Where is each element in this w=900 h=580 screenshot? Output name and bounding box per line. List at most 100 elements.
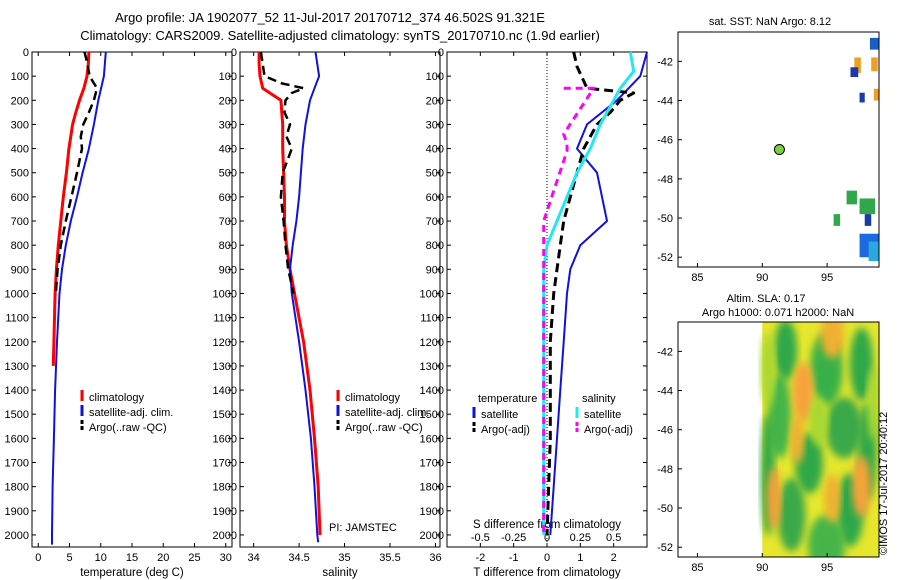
temperature-ytick-label: 1800 (5, 482, 29, 494)
salinity-ytick-label: 1700 (213, 457, 237, 469)
sst-data-cell (854, 57, 861, 74)
sla-anomaly-blob (808, 396, 828, 446)
difference-ytick-label: 1100 (420, 313, 444, 325)
difference-legend-header-salinity: salinity (582, 393, 616, 405)
temperature-ytick-label: 1600 (5, 433, 29, 445)
salinity-ytick-label: 1400 (213, 385, 237, 397)
sst-map-title: sat. SST: NaN Argo: 8.12 (709, 16, 831, 28)
temperature-legend-label: Argo(..raw -QC) (89, 422, 167, 434)
difference-ytick-label: 1000 (420, 288, 444, 300)
temperature-ytick-label: 100 (11, 71, 29, 83)
salinity-xtick-label: 34 (248, 552, 260, 564)
sst-data-cell (859, 92, 865, 103)
temperature-ytick-label: 1000 (5, 288, 29, 300)
temperature-ytick-label: 1900 (5, 506, 29, 518)
sst-data-cell (846, 190, 857, 205)
sst_map-xtick-label: 85 (691, 272, 703, 284)
temperature-xtick-label: 10 (95, 552, 107, 564)
sla-anomaly-blob (807, 514, 846, 557)
salinity-ytick-label: 100 (219, 71, 237, 83)
temperature-ytick-label: 1500 (5, 409, 29, 421)
sla_map-ytick-label: -44 (657, 386, 673, 398)
sla-anomaly-blob (768, 373, 792, 459)
difference-ytick-label: 1700 (420, 457, 444, 469)
temperature-ytick-label: 1100 (5, 313, 29, 325)
temperature-frame (31, 51, 233, 548)
temperature-ytick-label: 200 (11, 95, 29, 107)
salinity-xlabel: salinity (322, 567, 357, 579)
sla-map-title-line-2: Argo h1000: 0.071 h2000: NaN (702, 307, 854, 319)
difference-ytick-label: 1300 (420, 361, 444, 373)
temperature-xtick-label: 30 (220, 552, 232, 564)
temperature-ytick-label: 1300 (5, 361, 29, 373)
sla-anomaly-blob (792, 361, 814, 424)
temperature-xtick-label: 5 (66, 552, 72, 564)
salinity-ytick-label: 300 (219, 119, 237, 131)
temperature-ytick-label: 700 (11, 216, 29, 228)
difference-ytick-label: 200 (426, 95, 444, 107)
difference-ytick-label: 1200 (420, 337, 444, 349)
salinity-series-argo (259, 51, 305, 294)
difference-legend-header-temperature: temperature (478, 393, 537, 405)
sla_map-ytick-label: -52 (657, 542, 673, 554)
salinity-ytick-label: 400 (219, 144, 237, 156)
difference-s-tick-label: -0.25 (501, 532, 526, 544)
difference-xtick-label: 2 (611, 552, 617, 564)
temperature-ytick-label: 400 (11, 144, 29, 156)
sla_map-frame (677, 321, 880, 558)
temperature-ytick-label: 2000 (5, 530, 29, 542)
difference-ytick-label: 700 (426, 216, 444, 228)
sst-data-cell (850, 67, 859, 78)
salinity-ytick-label: 1300 (213, 361, 237, 373)
argo-float-marker (773, 144, 785, 156)
difference-ytick-label: 100 (426, 71, 444, 83)
difference-series-temp_satellite (549, 51, 648, 535)
sst-data-cell (869, 37, 879, 50)
sst_map-ytick-label: -50 (657, 213, 673, 225)
temperature-xtick-label: 20 (157, 552, 169, 564)
difference-ytick-label: 0 (438, 47, 444, 59)
difference-series-sal_satellite (542, 51, 636, 535)
salinity-ytick-label: 600 (219, 192, 237, 204)
salinity-annotation: PI: JAMSTEC (329, 522, 397, 534)
temperature-ytick-label: 1200 (5, 337, 29, 349)
temperature-ytick-label: 0 (23, 47, 29, 59)
sst-data-cell (871, 57, 878, 72)
sla-map-title-line-1: Altim. SLA: 0.17 (727, 293, 806, 305)
salinity-xtick-label: 34.5 (288, 552, 309, 564)
sla-anomaly-blob (761, 332, 776, 406)
sla-anomaly-blob (820, 322, 844, 359)
difference-ytick-label: 900 (426, 264, 444, 276)
sla_map-ytick-label: -46 (657, 425, 673, 437)
salinity-ytick-label: 800 (219, 240, 237, 252)
salinity-ytick-label: 1200 (213, 337, 237, 349)
salinity-xtick-label: 35 (338, 552, 350, 564)
footer-stamp: ©IMOS 17-Jul-2017 20:40:12 (878, 411, 890, 555)
temperature-legend-label: climatology (89, 392, 145, 404)
sla-anomaly-blob (824, 473, 841, 523)
difference-xtick-label: 1 (577, 552, 583, 564)
sst_map-ytick-label: -44 (657, 96, 673, 108)
salinity-series-climatology (257, 52, 322, 535)
sst_map-ytick-label: -52 (657, 252, 673, 264)
temperature-xtick-label: 0 (35, 552, 41, 564)
difference-s-tick-label: 0 (544, 532, 550, 544)
salinity-ytick-label: 2000 (213, 530, 237, 542)
sla_map-xtick-label: 85 (691, 562, 703, 574)
salinity-series-satellite (289, 51, 321, 543)
temperature-series-argo (54, 51, 99, 294)
salinity-ytick-label: 700 (219, 216, 237, 228)
sst_map-xtick-label: 90 (756, 272, 768, 284)
difference-ytick-label: 1400 (420, 385, 444, 397)
difference-ytick-label: 500 (426, 168, 444, 180)
sst_map-frame (677, 31, 880, 268)
temperature-ytick-label: 1700 (5, 457, 29, 469)
salinity-ytick-label: 1900 (213, 506, 237, 518)
salinity-legend-label: climatology (345, 392, 401, 404)
temperature-ytick-label: 500 (11, 168, 29, 180)
salinity-frame (239, 51, 441, 548)
difference-ytick-label: 2000 (420, 530, 444, 542)
sla-anomaly-blob (773, 322, 798, 381)
